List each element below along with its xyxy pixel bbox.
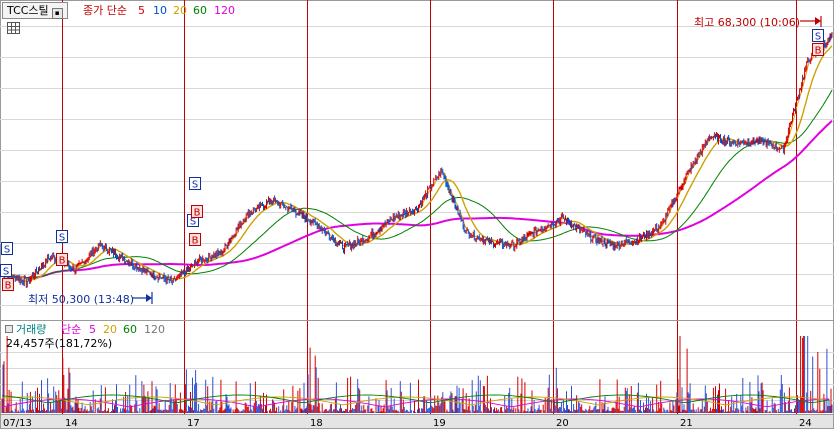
signal-letter-4: B [59,256,66,267]
signal-letter-1: S [3,267,9,278]
signal-letter-2: B [5,281,12,292]
ma60-line [2,89,833,279]
signal-letter-9: S [815,32,821,43]
x-axis-label-4: 19 [433,418,446,429]
signal-letter-0: S [4,245,10,256]
signal-letter-3: S [59,233,65,244]
x-axis-label-2: 17 [187,418,200,429]
sell-signal-icon: S [189,177,201,191]
volume-ma-line-1 [1,396,830,406]
low-annotation: 최저 50,300 (13:48) [28,293,134,306]
x-axis-bar [0,414,834,429]
ticker-selector[interactable]: TCC스틸 ▪ [2,2,68,19]
x-axis-labels: 07/13 14 17 18 19 20 21 24 [3,418,812,429]
buy-signal-icon: B [2,278,14,292]
ma60-path [2,89,833,279]
x-axis-label-6: 21 [680,418,693,429]
buy-signal-icon: B [191,205,203,219]
volume-legend-period-5: 5 [89,323,96,336]
x-axis-label-0: 07/13 [3,418,32,429]
legend-period-5: 5 [138,4,145,17]
x-axis-label-5: 20 [556,418,569,429]
volume-ma-label: 단순 [61,323,81,336]
signal-box-4 [56,253,68,266]
price-ma-legend-label: 종가 단순 [83,4,127,17]
signal-letter-7: B [194,208,201,219]
legend-period-120: 120 [214,4,235,17]
volume-bars [1,336,833,413]
signal-box-3 [56,230,68,243]
volume-legend-period-20: 20 [103,323,117,336]
signal-box-0 [1,242,13,255]
volume-ma-line-2 [1,394,830,404]
sell-signal-icon: S [812,29,824,43]
buy-signal-icon: B [812,43,824,57]
price-candles [2,32,833,288]
dropdown-icon: ▪ [51,8,63,19]
high-annotation: 최고 68,300 (10:06) [694,16,800,29]
x-axis-label-7: 24 [799,418,812,429]
volume-legend-label: 거래량 [16,323,46,336]
signal-letter-10: B [815,46,822,57]
volume-legend-box-icon[interactable] [5,325,13,333]
low-arrow-icon [132,292,153,304]
signal-letter-6: S [190,217,196,228]
sell-signal-icon: S [56,230,68,244]
signal-box-9 [812,29,824,42]
ticker-name: TCC스틸 [7,4,49,17]
signal-box-2 [2,278,14,291]
signal-letter-8: B [192,236,199,247]
signal-box-7 [191,205,203,218]
x-axis-label-3: 18 [310,418,323,429]
legend-period-20: 20 [173,4,187,17]
sell-signal-icon: S [1,242,13,256]
volume-legend-period-60: 60 [123,323,137,336]
signal-box-8 [189,233,201,246]
buy-signal-icon: B [56,253,68,267]
legend-period-10: 10 [153,4,167,17]
high-arrow-icon [800,16,822,27]
sell-signal-icon: S [0,264,12,278]
day-dividers [62,0,797,414]
volume-legend-period-120: 120 [144,323,165,336]
table-grid-icon[interactable] [7,22,20,34]
signal-box-1 [0,264,12,277]
signal-letter-5: S [192,180,198,191]
legend-period-60: 60 [193,4,207,17]
signal-box-10 [812,43,824,56]
buy-signal-icon: B [189,233,201,247]
signal-box-5 [189,177,201,190]
volume-readout: 24,457주(181,72%) [6,337,112,350]
x-axis-label-1: 14 [65,418,78,429]
